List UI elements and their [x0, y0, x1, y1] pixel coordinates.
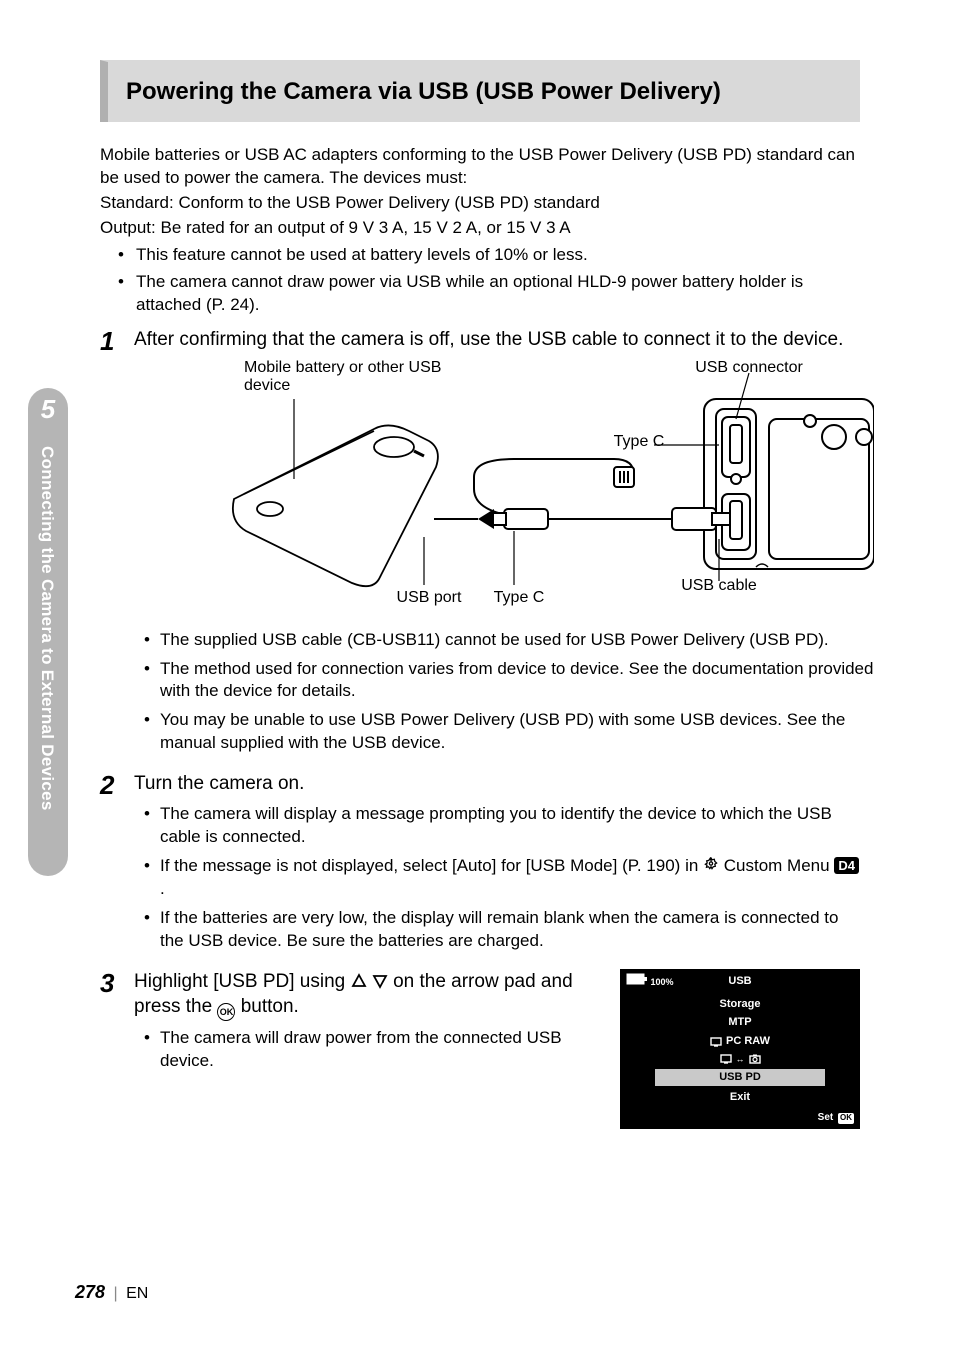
camera-icon [749, 1054, 761, 1064]
monitor-icon [710, 1037, 722, 1047]
step-2: 2 Turn the camera on. The camera will di… [100, 771, 860, 958]
step-2-sub: If the message is not displayed, select … [148, 855, 860, 901]
section-heading: Powering the Camera via USB (USB Power D… [100, 60, 860, 122]
step-1: 1 After confirming that the camera is of… [100, 327, 860, 761]
diagram-typec-battery-label: Type C [484, 589, 554, 607]
lcd-item-tether: ↔ [720, 1053, 761, 1065]
step-3: 3 Highlight [USB PD] using on the arrow … [100, 969, 860, 1129]
chapter-title: Connecting the Camera to External Device… [35, 446, 58, 811]
intro-bullet: The camera cannot draw power via USB whi… [124, 271, 860, 317]
lcd-title: USB [728, 974, 751, 989]
lcd-battery-text: 100% [651, 977, 674, 987]
lcd-item-usbpd-selected: USB PD [655, 1069, 825, 1086]
chapter-tab: 5 Connecting the Camera to External Devi… [30, 390, 66, 880]
intro-bullet: This feature cannot be used at battery l… [124, 244, 860, 267]
lcd-battery-indicator: 100% [626, 973, 674, 988]
step-2-sub: If the batteries are very low, the displ… [148, 907, 860, 953]
lcd-item-pcraw-label: PC RAW [726, 1034, 770, 1049]
step-3-sub: The camera will draw power from the conn… [148, 1027, 600, 1073]
diagram-mobile-label: Mobile battery or other USB device [244, 359, 464, 396]
intro-p1: Mobile batteries or USB AC adapters conf… [100, 144, 860, 190]
camera-lcd-screen: 100% USB Storage MTP PC RAW ↔ USB PD [620, 969, 860, 1129]
tether-arrow-icon: ↔ [736, 1053, 745, 1065]
lcd-item-exit: Exit [730, 1090, 750, 1105]
step-3-head-pre: Highlight [USB PD] using [134, 971, 351, 992]
step-2-sub-b-post: Custom Menu [724, 856, 835, 875]
page-lang: EN [126, 1285, 148, 1302]
intro-p2: Standard: Conform to the USB Power Deliv… [100, 192, 860, 215]
menu-d4-badge: D4 [834, 857, 859, 875]
gear-icon [703, 857, 719, 873]
step-1-sub: The method used for connection varies fr… [148, 658, 874, 704]
step-1-text: After confirming that the camera is off,… [134, 327, 874, 353]
step-3-number: 3 [100, 969, 134, 1129]
step-3-head-post: button. [241, 996, 299, 1017]
monitor-icon [720, 1054, 732, 1064]
step-2-sub: The camera will display a message prompt… [148, 803, 860, 849]
lcd-item-pcraw: PC RAW [710, 1034, 770, 1049]
intro-block: Mobile batteries or USB AC adapters conf… [100, 144, 860, 317]
page-footer: 278 | EN [75, 1280, 148, 1305]
diagram-usb-port-label: USB port [384, 589, 474, 607]
diagram-typec-camera-label: Type C [604, 433, 674, 451]
lcd-item-storage: Storage [720, 997, 761, 1012]
step-3-text: Highlight [USB PD] using on the arrow pa… [134, 969, 600, 1022]
lcd-footer: Set OK [626, 1111, 854, 1125]
diagram-usb-connector-label: USB connector [679, 359, 819, 377]
step-1-sub: The supplied USB cable (CB-USB11) cannot… [148, 629, 874, 652]
step-2-sub-b-pre: If the message is not displayed, select … [160, 856, 703, 875]
ok-button-icon: OK [217, 1003, 235, 1021]
intro-p3: Output: Be rated for an output of 9 V 3 … [100, 217, 860, 240]
diagram-usb-cable-label: USB cable [669, 577, 769, 595]
lcd-ok-badge: OK [838, 1113, 854, 1124]
connection-diagram: Mobile battery or other USB device USB c… [174, 359, 874, 619]
step-1-number: 1 [100, 327, 134, 761]
chapter-number: 5 [28, 388, 68, 428]
step-2-number: 2 [100, 771, 134, 958]
lcd-item-mtp: MTP [728, 1015, 751, 1030]
down-arrow-icon [372, 973, 388, 989]
step-1-sub: You may be unable to use USB Power Deliv… [148, 709, 874, 755]
up-arrow-icon [351, 973, 367, 989]
lcd-footer-set: Set [818, 1112, 834, 1123]
step-2-text: Turn the camera on. [134, 771, 860, 797]
page-number: 278 [75, 1282, 105, 1302]
